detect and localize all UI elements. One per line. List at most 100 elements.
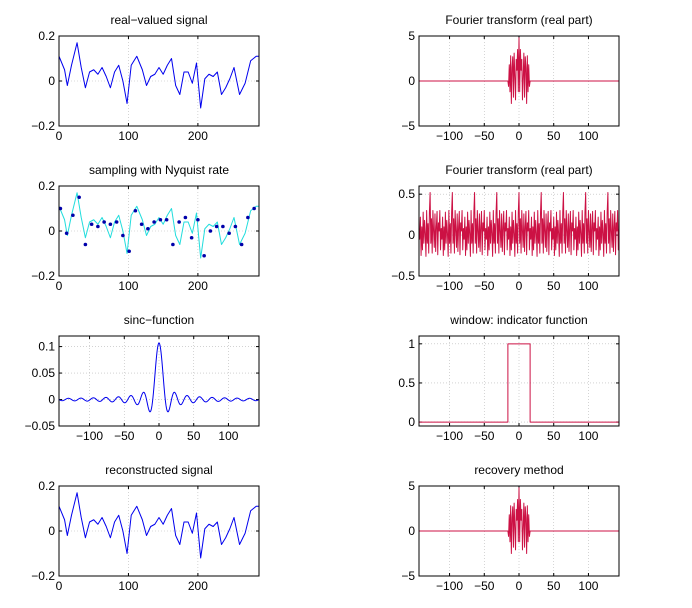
y-tick-label: 0 xyxy=(408,228,415,242)
data-point xyxy=(152,220,156,224)
y-tick-label: 0 xyxy=(48,74,55,88)
x-tick-label: −50 xyxy=(474,579,495,593)
y-tick-label: 0 xyxy=(408,415,415,429)
data-point xyxy=(139,222,144,227)
y-tick-label: 0.2 xyxy=(38,179,55,193)
plot-border xyxy=(418,35,620,127)
y-tick-label: 1 xyxy=(408,337,415,351)
x-tick-label: 100 xyxy=(578,429,598,443)
x-tick-label: 0 xyxy=(516,129,523,143)
subplot-title: Fourier transform (real part) xyxy=(445,13,592,27)
series-line-0 xyxy=(419,192,619,257)
y-tick-label: −0.5 xyxy=(391,269,415,283)
plot-border xyxy=(418,485,620,577)
data-point xyxy=(102,220,106,224)
subplot-title: Fourier transform (real part) xyxy=(445,163,592,177)
y-tick-label: 5 xyxy=(408,29,415,43)
y-tick-label: −5 xyxy=(401,119,415,133)
data-point xyxy=(196,217,200,222)
series-line-0 xyxy=(419,487,619,554)
y-tick-label: −0.05 xyxy=(25,419,56,433)
x-tick-label: −100 xyxy=(436,129,463,143)
data-point xyxy=(214,224,219,229)
x-tick-label: −100 xyxy=(436,279,463,293)
y-tick-label: 5 xyxy=(408,479,415,493)
x-tick-label: 0 xyxy=(516,579,523,593)
x-tick-label: 50 xyxy=(547,579,561,593)
subplot-title: sinc−function xyxy=(124,313,194,327)
data-point xyxy=(221,224,225,229)
x-tick-label: −50 xyxy=(474,279,495,293)
y-tick-label: 0 xyxy=(48,393,55,407)
subplot-fourier-transform-2: −100 −50 0 50 100 −0.5 0 0.5 Fourier transform (… xyxy=(391,163,620,293)
data-point xyxy=(171,242,175,247)
data-point xyxy=(133,208,138,213)
data-point xyxy=(164,217,169,222)
data-point xyxy=(71,213,75,218)
x-tick-label: 100 xyxy=(218,429,238,443)
y-tick-label: −0.2 xyxy=(31,119,55,133)
x-tick-label: 0 xyxy=(156,429,163,443)
series-line-0 xyxy=(59,42,259,109)
y-tick-label: 0.05 xyxy=(32,366,56,380)
y-tick-label: 0 xyxy=(408,74,415,88)
data-point xyxy=(64,231,69,236)
x-tick-label: 0 xyxy=(516,429,523,443)
subplot-sinc-function: −100 −50 0 50 100 −0.05 0 0.05 0.1 sinc−function xyxy=(25,313,260,443)
data-point xyxy=(183,215,188,220)
x-tick-label: −50 xyxy=(474,129,495,143)
x-tick-label: 50 xyxy=(547,279,561,293)
y-tick-label: 0.2 xyxy=(38,29,55,43)
x-tick-label: 50 xyxy=(547,129,561,143)
subplot-title: recovery method xyxy=(474,463,563,477)
plot-border xyxy=(418,185,620,277)
plot-border xyxy=(58,485,260,577)
series-line-0 xyxy=(59,342,259,413)
series-line-0 xyxy=(419,343,619,423)
x-tick-label: 0 xyxy=(56,129,63,143)
series-line-0 xyxy=(59,492,259,559)
data-point xyxy=(96,224,100,229)
data-point xyxy=(252,206,256,211)
data-point xyxy=(158,217,163,222)
x-tick-label: 100 xyxy=(118,579,138,593)
x-tick-label: 200 xyxy=(188,129,208,143)
data-point xyxy=(177,220,181,224)
plot-border xyxy=(418,335,620,427)
series-line-0 xyxy=(419,37,619,104)
x-tick-label: 200 xyxy=(188,579,208,593)
x-tick-label: 100 xyxy=(578,579,598,593)
data-point xyxy=(121,233,125,238)
x-tick-label: 0 xyxy=(56,279,63,293)
y-tick-label: 0 xyxy=(408,524,415,538)
x-tick-label: 100 xyxy=(118,279,138,293)
data-point xyxy=(233,224,238,229)
x-tick-label: 200 xyxy=(188,279,208,293)
x-tick-label: −100 xyxy=(436,579,463,593)
subplot-title: sampling with Nyquist rate xyxy=(89,163,229,177)
x-tick-label: 0 xyxy=(516,279,523,293)
plot-border xyxy=(58,35,260,127)
y-tick-label: 0.5 xyxy=(398,187,415,201)
x-tick-label: −50 xyxy=(474,429,495,443)
data-point xyxy=(114,220,119,224)
data-point xyxy=(77,195,81,200)
x-tick-label: 100 xyxy=(578,279,598,293)
data-point xyxy=(208,229,213,233)
subplot-title: reconstructed signal xyxy=(105,463,212,477)
data-point xyxy=(189,235,194,240)
data-point xyxy=(239,242,244,247)
data-point xyxy=(202,253,206,258)
y-tick-label: −0.2 xyxy=(31,569,55,583)
data-point xyxy=(146,226,150,231)
x-tick-label: 50 xyxy=(187,429,201,443)
data-point xyxy=(227,231,231,236)
y-tick-label: −0.2 xyxy=(31,269,55,283)
x-tick-label: −100 xyxy=(76,429,103,443)
